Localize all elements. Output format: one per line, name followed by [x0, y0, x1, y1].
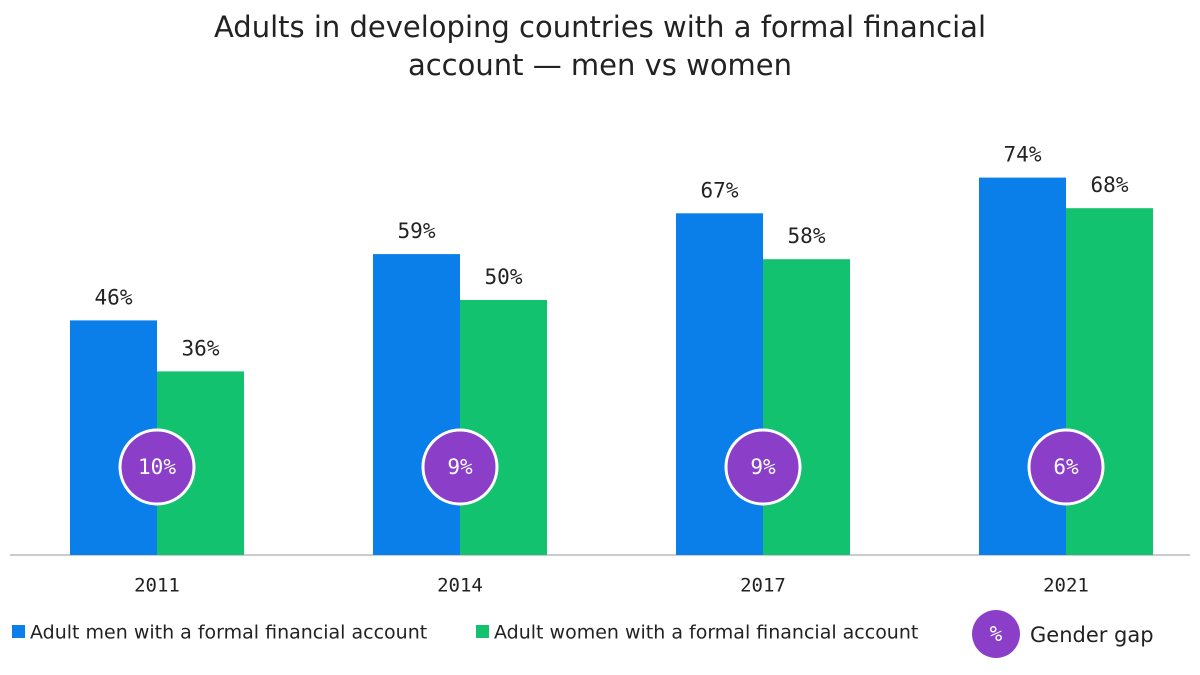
x-tick-label: 2011	[134, 575, 180, 597]
value-label: 50%	[485, 265, 523, 289]
bar	[460, 300, 547, 555]
legend-label: Adult men with a formal financial accoun…	[30, 622, 427, 644]
chart-title: Adults in developing countries with a fo…	[213, 10, 987, 82]
bar	[676, 213, 763, 556]
gap-badge	[1027, 428, 1105, 506]
x-tick-label: 2014	[437, 575, 483, 597]
legend-label: Gender gap	[1030, 623, 1154, 647]
bar	[373, 254, 460, 555]
gap-label: 10%	[138, 455, 176, 479]
value-label: 46%	[95, 285, 133, 309]
legend-swatch	[12, 625, 25, 638]
gap-badge	[724, 428, 802, 506]
gap-label: 6%	[1053, 455, 1079, 479]
bar	[763, 259, 850, 555]
legend-label: Adult women with a formal financial acco…	[494, 622, 918, 644]
legend-badge-symbol: %	[990, 622, 1003, 646]
value-label: 74%	[1004, 143, 1042, 167]
legend-swatch	[476, 625, 489, 638]
gap-label: 9%	[750, 455, 776, 479]
gap-label: 9%	[447, 455, 473, 479]
value-label: 68%	[1091, 173, 1129, 197]
value-label: 59%	[398, 219, 436, 243]
value-label: 36%	[182, 336, 220, 360]
gap-badge	[118, 428, 196, 506]
value-label: 58%	[788, 224, 826, 248]
value-label: 67%	[701, 178, 739, 202]
x-tick-label: 2017	[740, 575, 786, 597]
x-tick-label: 2021	[1043, 575, 1089, 597]
gap-badge	[421, 428, 499, 506]
legend-badge	[972, 610, 1020, 658]
